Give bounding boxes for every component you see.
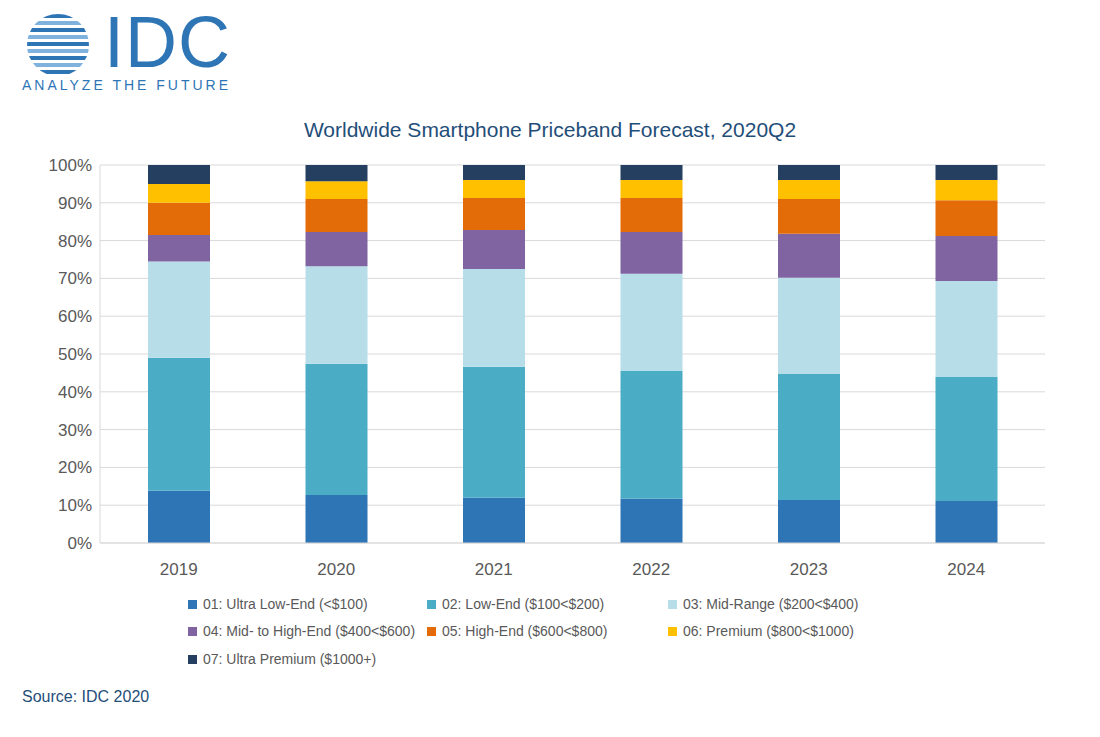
svg-text:2021: 2021 (475, 560, 513, 579)
svg-text:2020: 2020 (317, 560, 355, 579)
html-text:03: Mid-Range ($200<$400): 03: Mid-Range ($200<$400) (683, 596, 859, 612)
svg-text:50%: 50% (58, 345, 92, 364)
svg-text:60%: 60% (58, 307, 92, 326)
svg-text:30%: 30% (58, 421, 92, 440)
html-text:04: Mid- to High-End ($400<$60: 04: Mid- to High-End ($400<$600) (203, 623, 416, 639)
svg-text:2024: 2024 (947, 560, 985, 579)
html-text:01: Ultra Low-End (<$100): 01: Ultra Low-End (<$100) (203, 596, 368, 612)
html-text:07: Ultra Premium ($1000+): 07: Ultra Premium ($1000+) (203, 651, 377, 667)
html-text:IDC: IDC (104, 2, 231, 82)
svg-text:70%: 70% (58, 269, 92, 288)
svg-text:2023: 2023 (790, 560, 828, 579)
html-text:02: Low-End ($100<$200): 02: Low-End ($100<$200) (442, 596, 605, 612)
html-text:05: High-End ($600<$800): 05: High-End ($600<$800) (442, 623, 608, 639)
html-text:Worldwide Smartphone Priceband: Worldwide Smartphone Priceband Forecast,… (303, 118, 797, 141)
svg-text:90%: 90% (58, 194, 92, 213)
svg-text:40%: 40% (58, 383, 92, 402)
html-text:Source: IDC 2020: Source: IDC 2020 (22, 688, 150, 705)
svg-text:80%: 80% (58, 232, 92, 251)
html-text:06: Premium ($800<$1000): 06: Premium ($800<$1000) (683, 623, 854, 639)
svg-text:100%: 100% (49, 156, 92, 175)
svg-text:2022: 2022 (632, 560, 670, 579)
svg-text:20%: 20% (58, 458, 92, 477)
svg-text:10%: 10% (58, 496, 92, 515)
html-text:ANALYZE THE FUTURE: ANALYZE THE FUTURE (22, 77, 232, 93)
svg-text:0%: 0% (67, 534, 92, 553)
svg-text:2019: 2019 (160, 560, 198, 579)
